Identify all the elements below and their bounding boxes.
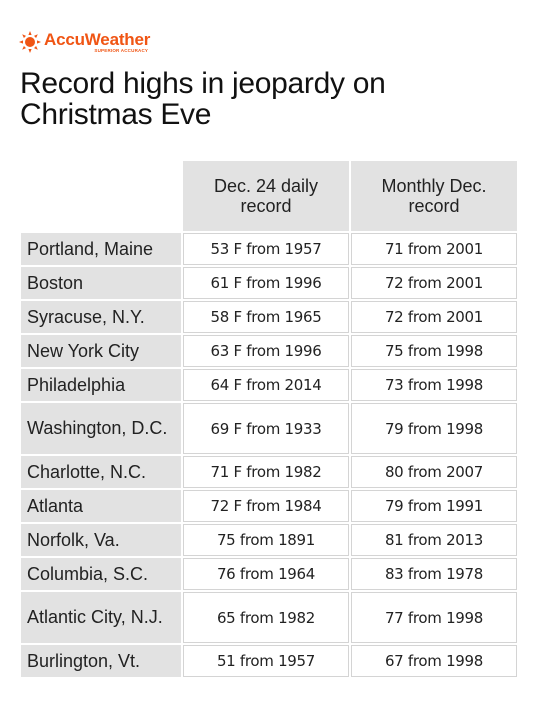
table-row: Atlantic City, N.J. 65 from 1982 77 from… bbox=[21, 592, 517, 643]
table-row: Columbia, S.C. 76 from 1964 83 from 1978 bbox=[21, 558, 517, 590]
page-title: Record highs in jeopardy on Christmas Ev… bbox=[20, 67, 386, 131]
city-cell: Portland, Maine bbox=[21, 233, 181, 265]
table-row: Burlington, Vt. 51 from 1957 67 from 199… bbox=[21, 645, 517, 677]
table-row: Syracuse, N.Y. 58 F from 1965 72 from 20… bbox=[21, 301, 517, 333]
table-row: Norfolk, Va. 75 from 1891 81 from 2013 bbox=[21, 524, 517, 556]
table-row: Atlanta 72 F from 1984 79 from 1991 bbox=[21, 490, 517, 522]
header-monthly-record: Monthly Dec. record bbox=[351, 161, 517, 231]
monthly-record-cell: 79 from 1998 bbox=[351, 403, 517, 454]
monthly-record-cell: 80 from 2007 bbox=[351, 456, 517, 488]
monthly-record-cell: 75 from 1998 bbox=[351, 335, 517, 367]
accuweather-logo: AccuWeather SUPERIOR ACCURACY bbox=[19, 31, 150, 55]
daily-record-cell: 53 F from 1957 bbox=[183, 233, 349, 265]
monthly-record-cell: 79 from 1991 bbox=[351, 490, 517, 522]
header-row: Dec. 24 daily record Monthly Dec. record bbox=[21, 161, 517, 231]
city-cell: Atlanta bbox=[21, 490, 181, 522]
daily-record-cell: 63 F from 1996 bbox=[183, 335, 349, 367]
city-cell: New York City bbox=[21, 335, 181, 367]
daily-record-cell: 71 F from 1982 bbox=[183, 456, 349, 488]
monthly-record-cell: 77 from 1998 bbox=[351, 592, 517, 643]
city-cell: Columbia, S.C. bbox=[21, 558, 181, 590]
city-cell: Philadelphia bbox=[21, 369, 181, 401]
monthly-record-cell: 83 from 1978 bbox=[351, 558, 517, 590]
daily-record-cell: 65 from 1982 bbox=[183, 592, 349, 643]
daily-record-cell: 75 from 1891 bbox=[183, 524, 349, 556]
city-cell: Norfolk, Va. bbox=[21, 524, 181, 556]
monthly-record-cell: 72 from 2001 bbox=[351, 267, 517, 299]
city-cell: Boston bbox=[21, 267, 181, 299]
daily-record-cell: 61 F from 1996 bbox=[183, 267, 349, 299]
monthly-record-cell: 73 from 1998 bbox=[351, 369, 517, 401]
monthly-record-cell: 81 from 2013 bbox=[351, 524, 517, 556]
city-cell: Washington, D.C. bbox=[21, 403, 181, 454]
records-table: Dec. 24 daily record Monthly Dec. record… bbox=[19, 159, 519, 679]
daily-record-cell: 64 F from 2014 bbox=[183, 369, 349, 401]
city-cell: Burlington, Vt. bbox=[21, 645, 181, 677]
daily-record-cell: 58 F from 1965 bbox=[183, 301, 349, 333]
brand-name: AccuWeather bbox=[44, 30, 151, 49]
header-blank bbox=[21, 161, 181, 231]
city-cell: Charlotte, N.C. bbox=[21, 456, 181, 488]
daily-record-cell: 76 from 1964 bbox=[183, 558, 349, 590]
sun-icon bbox=[19, 31, 41, 53]
city-cell: Syracuse, N.Y. bbox=[21, 301, 181, 333]
table-row: Washington, D.C. 69 F from 1933 79 from … bbox=[21, 403, 517, 454]
table-row: Philadelphia 64 F from 2014 73 from 1998 bbox=[21, 369, 517, 401]
header-daily-record: Dec. 24 daily record bbox=[183, 161, 349, 231]
monthly-record-cell: 71 from 2001 bbox=[351, 233, 517, 265]
daily-record-cell: 69 F from 1933 bbox=[183, 403, 349, 454]
table-row: Portland, Maine 53 F from 1957 71 from 2… bbox=[21, 233, 517, 265]
table-row: Boston 61 F from 1996 72 from 2001 bbox=[21, 267, 517, 299]
daily-record-cell: 72 F from 1984 bbox=[183, 490, 349, 522]
monthly-record-cell: 67 from 1998 bbox=[351, 645, 517, 677]
daily-record-cell: 51 from 1957 bbox=[183, 645, 349, 677]
table-row: New York City 63 F from 1996 75 from 199… bbox=[21, 335, 517, 367]
city-cell: Atlantic City, N.J. bbox=[21, 592, 181, 643]
brand-tagline: SUPERIOR ACCURACY bbox=[94, 48, 149, 53]
monthly-record-cell: 72 from 2001 bbox=[351, 301, 517, 333]
table-row: Charlotte, N.C. 71 F from 1982 80 from 2… bbox=[21, 456, 517, 488]
